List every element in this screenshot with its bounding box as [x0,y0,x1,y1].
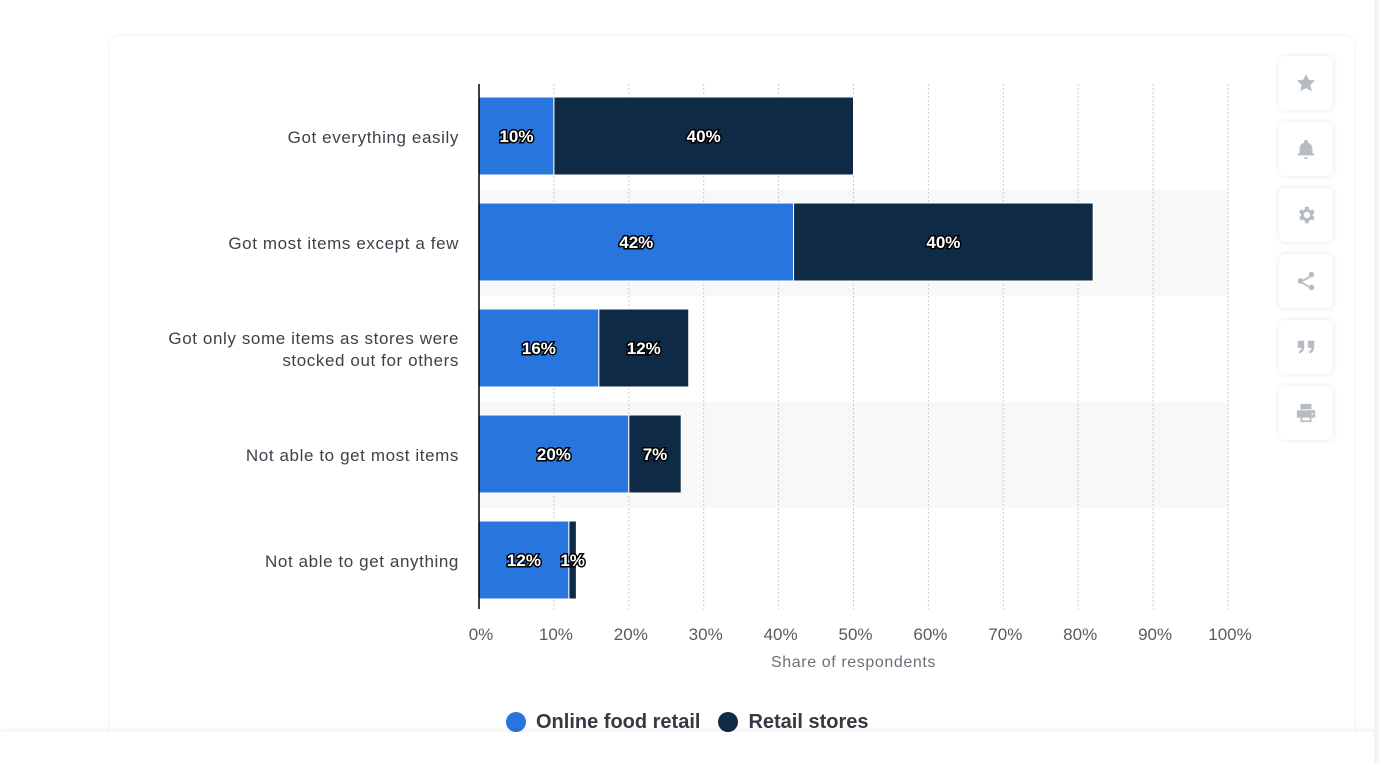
x-tick-label: 20% [614,625,648,644]
quote-icon [1297,340,1315,354]
notification-button[interactable] [1279,122,1333,176]
chart-legend: Online food retail Retail stores [506,708,869,736]
legend-item-retail[interactable]: Retail stores [718,710,869,734]
data-label: 10% [499,127,533,146]
favorite-button[interactable] [1279,56,1333,110]
scrollbar-track [1374,0,1379,763]
x-tick-label: 70% [988,625,1022,644]
gear-icon [1299,206,1315,224]
x-tick-label: 80% [1063,625,1097,644]
data-label: 16% [522,339,556,358]
data-label: 7% [643,445,668,464]
category-label: Got everything easily [288,128,459,147]
title-strip [0,0,1379,36]
x-axis-title: Share of respondents [771,654,936,671]
settings-button[interactable] [1279,188,1333,242]
x-tick-label: 60% [913,625,947,644]
legend-item-online[interactable]: Online food retail [506,711,700,734]
legend-marker-online [506,712,526,732]
data-label: 40% [687,127,721,146]
bar-online [478,308,600,388]
legend-marker-retail [718,712,739,732]
printer-icon [1296,403,1316,423]
category-label: stocked out for others [282,351,459,370]
bottom-bar [0,732,1379,763]
category-label: Not able to get most items [246,446,459,465]
legend-label-retail: Retail stores [748,710,869,733]
bar-online [478,520,570,600]
share-icon [1297,271,1315,291]
data-label: 42% [619,233,653,252]
bar-retail [553,96,855,176]
bar-online [478,96,555,176]
data-label: 12% [507,551,541,570]
category-label: Not able to get anything [265,552,459,571]
bar-retail [568,520,577,600]
data-label: 40% [926,233,960,252]
star-icon [1296,73,1316,92]
data-label: 20% [537,445,571,464]
cite-button[interactable] [1279,320,1333,374]
share-button[interactable] [1279,254,1333,308]
bar-retail [628,414,682,494]
x-tick-label: 10% [539,625,573,644]
tool-sidebar [1279,56,1335,452]
category-label: Got most items except a few [228,234,459,253]
x-tick-label: 100% [1208,625,1251,644]
bar-retail [598,308,690,388]
category-label: Got only some items as stores were [168,329,459,348]
print-button[interactable] [1279,386,1333,440]
bar-online [478,202,795,282]
x-tick-label: 40% [764,625,798,644]
bar-retail [793,202,1094,282]
x-tick-label: 50% [838,625,872,644]
x-tick-label: 90% [1138,625,1172,644]
x-tick-label: 30% [689,625,723,644]
legend-label-online: Online food retail [536,710,701,733]
x-tick-label: 0% [469,625,494,644]
bell-icon [1297,139,1315,160]
data-label: 12% [627,339,661,358]
data-label: 1% [560,551,585,570]
